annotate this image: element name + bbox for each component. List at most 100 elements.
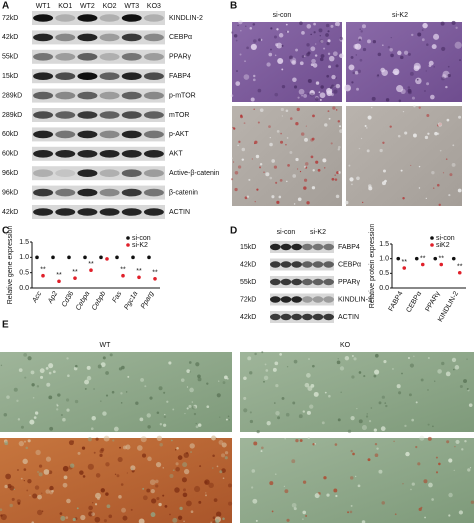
- micrograph-texture: [118, 495, 122, 499]
- micrograph-texture: [17, 502, 21, 505]
- micrograph-texture: [328, 65, 332, 69]
- significance: **: [72, 269, 78, 276]
- micrograph-texture: [208, 482, 214, 489]
- column-label: WT: [100, 342, 112, 349]
- micrograph-texture: [374, 442, 378, 446]
- x-tick-label: Pgc1a: [123, 290, 139, 311]
- micrograph-texture: [466, 358, 468, 360]
- micrograph-texture: [277, 416, 281, 420]
- micrograph-texture: [27, 479, 32, 484]
- micrograph-texture: [130, 465, 136, 471]
- micrograph-texture: [170, 439, 173, 442]
- micrograph-texture: [411, 482, 415, 486]
- micrograph-texture: [307, 386, 313, 391]
- micrograph-texture: [358, 38, 362, 41]
- micrograph-texture: [291, 60, 297, 66]
- micrograph-texture: [255, 519, 258, 522]
- micrograph-texture: [22, 458, 28, 465]
- micrograph-texture: [259, 108, 264, 112]
- blot-band: [33, 150, 54, 158]
- micrograph-texture: [36, 385, 40, 388]
- kd-label: 96kD: [2, 170, 18, 177]
- micrograph-texture: [353, 357, 357, 361]
- micrograph-texture: [224, 456, 228, 460]
- micrograph-texture: [239, 53, 242, 56]
- micrograph-texture: [235, 81, 241, 86]
- micrograph-texture: [407, 86, 411, 89]
- micrograph-texture: [309, 90, 315, 96]
- micrograph-texture: [311, 58, 316, 64]
- micrograph-texture: [383, 360, 387, 364]
- micrograph-texture: [398, 391, 402, 395]
- data-point: [83, 255, 87, 260]
- micrograph-texture: [275, 410, 280, 416]
- micrograph-texture: [159, 442, 163, 447]
- micrograph-texture: [440, 21, 445, 26]
- micrograph-texture: [234, 187, 238, 192]
- micrograph-texture: [183, 520, 185, 523]
- micrograph-texture: [0, 364, 3, 367]
- micrograph-texture: [273, 35, 277, 39]
- protein-label: CEBPα: [338, 261, 361, 268]
- micrograph-texture: [339, 366, 345, 371]
- micrograph-texture: [436, 183, 440, 187]
- micrograph-texture: [265, 369, 269, 372]
- x-tick-label: PPARγ: [424, 290, 441, 313]
- micrograph-texture: [95, 492, 101, 499]
- micrograph-texture: [260, 450, 263, 453]
- y-tick-label: 1.5: [379, 241, 389, 248]
- micrograph-texture: [339, 125, 342, 128]
- micrograph-texture: [29, 419, 35, 425]
- micrograph-texture: [448, 514, 451, 517]
- kd-label: 60kD: [2, 151, 18, 158]
- micrograph-texture: [206, 382, 209, 385]
- micrograph-texture: [349, 177, 354, 182]
- micrograph-texture: [48, 371, 52, 375]
- micrograph-texture: [381, 395, 385, 399]
- micrograph-texture: [327, 30, 330, 33]
- micrograph-texture: [401, 372, 403, 375]
- micrograph-texture: [276, 130, 280, 133]
- micrograph-texture: [268, 125, 271, 128]
- micrograph-texture: [158, 386, 163, 391]
- data-point: [420, 262, 425, 267]
- micrograph-texture: [337, 358, 339, 360]
- micrograph-texture: [100, 447, 105, 452]
- protein-label: mTOR: [169, 112, 189, 119]
- micrograph-texture: [285, 412, 290, 417]
- blot-band: [323, 243, 334, 251]
- micrograph-texture: [445, 371, 451, 377]
- micrograph-texture: [114, 473, 117, 476]
- micrograph-texture: [458, 510, 463, 515]
- blot-band: [121, 111, 142, 119]
- micrograph-texture: [240, 114, 243, 117]
- micrograph-texture: [254, 352, 257, 356]
- micrograph-texture: [301, 30, 305, 35]
- micrograph-texture: [438, 203, 441, 207]
- micrograph-texture: [92, 501, 94, 504]
- micrograph-texture: [323, 167, 326, 169]
- column-label: si-con: [277, 229, 296, 236]
- micrograph-texture: [404, 424, 407, 428]
- blot-band: [280, 261, 292, 268]
- micrograph-texture: [311, 186, 316, 190]
- micrograph-texture: [189, 443, 195, 449]
- micrograph-texture: [166, 400, 169, 403]
- micrograph-texture: [295, 122, 299, 126]
- micrograph-texture: [205, 494, 207, 497]
- micrograph-texture: [270, 48, 272, 51]
- micrograph-texture: [299, 61, 304, 66]
- micrograph-texture: [205, 492, 207, 494]
- micrograph-texture: [328, 394, 331, 398]
- blot-band: [302, 296, 313, 303]
- micrograph-texture: [250, 43, 257, 51]
- micrograph-texture: [467, 468, 471, 472]
- micrograph-texture: [25, 446, 28, 450]
- micrograph-texture: [358, 371, 362, 374]
- micrograph-texture: [392, 71, 394, 74]
- micrograph-texture: [289, 117, 293, 120]
- micrograph-texture: [359, 28, 361, 30]
- blot-band: [143, 208, 164, 216]
- micrograph-texture: [195, 362, 200, 367]
- micrograph-texture: [68, 440, 74, 446]
